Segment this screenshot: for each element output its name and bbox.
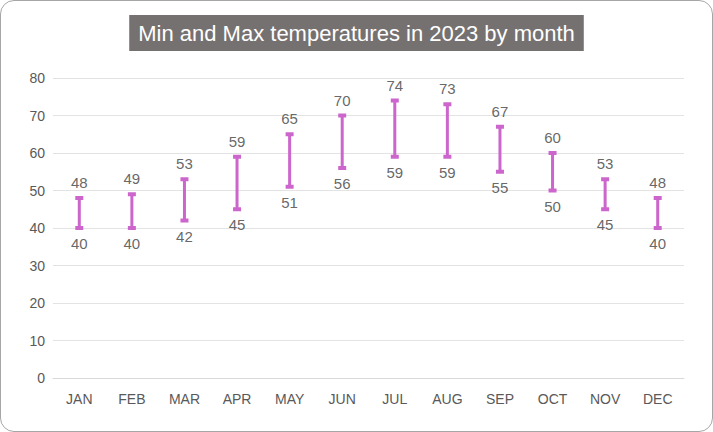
svg-text:DEC: DEC [643,391,673,407]
svg-text:73: 73 [439,80,456,97]
svg-text:53: 53 [597,155,614,172]
svg-text:40: 40 [71,235,88,252]
svg-text:30: 30 [29,258,45,274]
svg-text:80: 80 [29,70,45,86]
svg-text:JAN: JAN [66,391,92,407]
svg-text:70: 70 [29,108,45,124]
svg-text:FEB: FEB [118,391,145,407]
svg-text:0: 0 [37,370,45,386]
svg-text:40: 40 [649,235,666,252]
svg-text:59: 59 [386,164,403,181]
svg-text:45: 45 [229,216,246,233]
svg-text:OCT: OCT [538,391,568,407]
svg-text:50: 50 [29,183,45,199]
svg-text:APR: APR [223,391,252,407]
svg-text:NOV: NOV [590,391,621,407]
svg-text:49: 49 [124,170,141,187]
svg-text:67: 67 [492,103,509,120]
svg-text:40: 40 [124,235,141,252]
svg-text:48: 48 [71,174,88,191]
svg-text:20: 20 [29,295,45,311]
svg-text:MAY: MAY [275,391,305,407]
svg-text:60: 60 [544,129,561,146]
svg-text:56: 56 [334,175,351,192]
svg-text:51: 51 [281,194,298,211]
svg-text:53: 53 [176,155,193,172]
svg-text:MAR: MAR [169,391,200,407]
svg-text:55: 55 [492,179,509,196]
svg-text:59: 59 [229,133,246,150]
svg-text:50: 50 [544,198,561,215]
svg-text:60: 60 [29,145,45,161]
svg-text:74: 74 [386,77,403,94]
svg-text:42: 42 [176,228,193,245]
svg-text:10: 10 [29,333,45,349]
svg-text:70: 70 [334,92,351,109]
svg-text:65: 65 [281,110,298,127]
svg-text:JUN: JUN [329,391,356,407]
svg-text:59: 59 [439,164,456,181]
svg-text:45: 45 [597,216,614,233]
svg-text:JUL: JUL [382,391,407,407]
svg-text:Min and Max temperatures in 20: Min and Max temperatures in 2023 by mont… [138,21,575,46]
svg-text:AUG: AUG [432,391,462,407]
svg-text:40: 40 [29,220,45,236]
svg-text:SEP: SEP [486,391,514,407]
svg-text:48: 48 [649,174,666,191]
